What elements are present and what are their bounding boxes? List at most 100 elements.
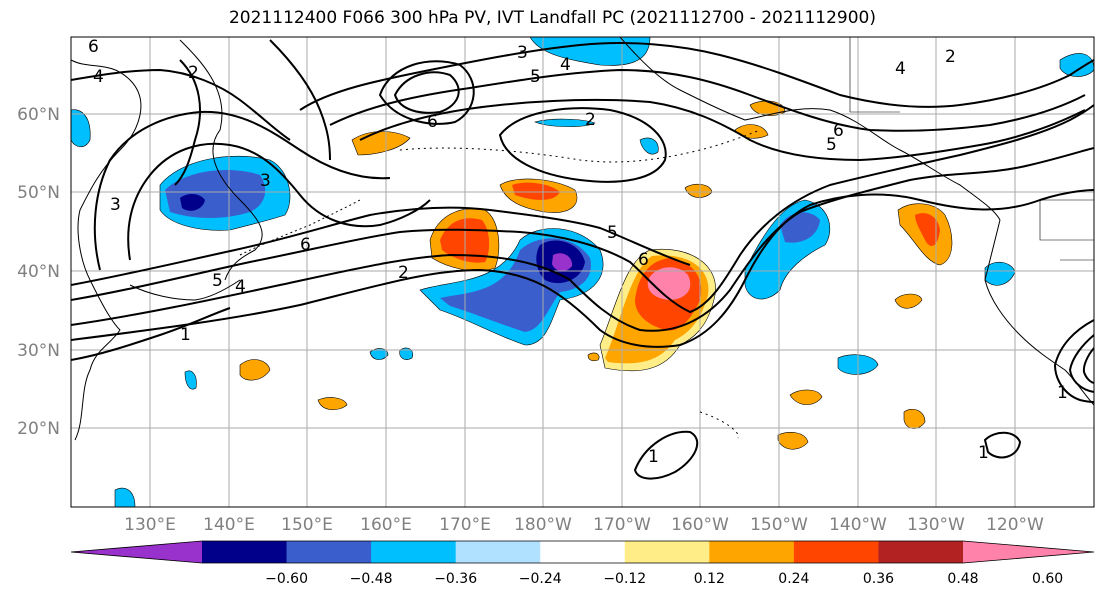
- negative-anomaly-small-4: [114, 487, 136, 507]
- contour-label: 6: [638, 250, 649, 270]
- longitude-labels: 130°E 140°E 150°E 160°E 170°E 180°W 170°…: [124, 515, 1044, 535]
- contour-label: 6: [88, 37, 99, 57]
- coastlines: [71, 37, 1094, 441]
- contour-label: 4: [235, 277, 246, 297]
- contour-label: 1: [1057, 383, 1068, 403]
- pv-contour-5-mid: [71, 104, 1094, 314]
- positive-anomaly-small-10: [894, 293, 923, 309]
- positive-anomaly-north-core: [512, 182, 560, 200]
- positive-anomaly-small-7: [789, 389, 823, 405]
- pv-contour-westside: [127, 142, 431, 261]
- colorbar-tick-label: 0.48: [947, 571, 978, 587]
- lon-label: 140°W: [829, 515, 887, 535]
- pv-contour-gyre-east: [498, 107, 667, 183]
- negative-anomaly-gulf-alaska: [534, 118, 596, 127]
- negative-anomaly-small-1: [369, 348, 389, 360]
- negative-anomaly-small-3: [184, 370, 197, 390]
- pv-contour-polar-2: [329, 68, 1086, 132]
- contour-label: 6: [833, 121, 844, 141]
- pv-contour-sw-coast-3: [1082, 347, 1094, 384]
- negative-anomaly-central-peak: [552, 253, 573, 272]
- pv-contour-nw-2: [174, 59, 201, 186]
- lon-label: 160°E: [360, 515, 412, 535]
- colorbar-tick-label: 0.60: [1032, 571, 1063, 587]
- negative-anomaly-far-ne: [1059, 53, 1094, 77]
- colorbar-tick-label: −0.24: [519, 571, 562, 587]
- lat-label: 20°N: [17, 419, 60, 439]
- contour-label: 2: [398, 263, 409, 283]
- colorbar-segment: [624, 541, 710, 563]
- negative-anomaly-small-2: [399, 347, 413, 360]
- colorbar-tick-label: 0.36: [863, 571, 894, 587]
- colorbar-outline: [70, 540, 1095, 564]
- colorbar-tick-label: −0.60: [265, 571, 308, 587]
- colorbar-segment: [371, 541, 457, 563]
- coastline-kamchatka: [179, 39, 263, 281]
- colorbar-tick-label: 0.24: [778, 571, 809, 587]
- positive-anomaly-west-coast-core: [915, 213, 940, 246]
- coastline-kuril: [239, 199, 361, 256]
- positive-anomaly-small-6: [317, 397, 348, 410]
- coastline-asia: [71, 59, 142, 441]
- lat-label: 40°N: [17, 262, 60, 282]
- pv-contour-1-ne: [983, 431, 1022, 459]
- negative-anomaly-west-edge: [71, 109, 91, 148]
- lat-label: 50°N: [17, 183, 60, 203]
- pv-contours: [71, 39, 1094, 480]
- contour-label: 6: [300, 235, 311, 255]
- border-canada-us: [1039, 199, 1094, 261]
- contour-label: 3: [517, 43, 528, 63]
- positive-anomaly-small-12: [587, 352, 600, 362]
- contour-label: 2: [945, 47, 956, 67]
- positive-anomaly-central-east-peak: [647, 267, 691, 300]
- map-frame: [70, 36, 1095, 508]
- colorbar-tick-label: 0.12: [694, 571, 725, 587]
- lon-label: 170°E: [439, 515, 491, 535]
- colorbar: −0.60 −0.48 −0.36 −0.24 −0.12 0.12 0.24 0.36 0.4…: [70, 540, 1095, 587]
- colorbar-segment: [286, 541, 372, 563]
- colorbar-tick-label: −0.12: [603, 571, 646, 587]
- contour-label: 6: [427, 112, 438, 132]
- contour-label: 1: [180, 325, 191, 345]
- contour-label: 1: [648, 447, 659, 467]
- coastline-alaska: [619, 37, 1001, 221]
- pv-contour-polar-1: [299, 42, 1094, 111]
- colorbar-segment: [540, 541, 626, 563]
- contour-label: 3: [260, 171, 271, 191]
- lat-label: 60°N: [17, 105, 60, 125]
- contour-label: 5: [212, 271, 223, 291]
- lon-label: 180°W: [514, 515, 572, 535]
- contour-label: 3: [110, 195, 121, 215]
- contour-label: 4: [93, 67, 104, 87]
- colorbar-segment: [202, 541, 288, 563]
- colorbar-segment: [709, 541, 795, 563]
- pv-contour-nw-3: [269, 39, 331, 161]
- lon-label: 140°E: [203, 515, 255, 535]
- lon-label: 160°W: [671, 515, 729, 535]
- colorbar-tick-label: −0.36: [434, 571, 477, 587]
- negative-anomaly-kamchatka-core: [180, 194, 205, 211]
- colorbar-segment: [793, 541, 879, 563]
- pv-contour-1-south: [71, 189, 1094, 348]
- colorbar-extend-low: [71, 541, 202, 563]
- contour-label: 2: [585, 110, 596, 130]
- lon-label: 130°W: [907, 515, 965, 535]
- coastline-hawaii: [699, 411, 739, 439]
- pv-contour-6-mid: [71, 206, 691, 286]
- negative-anomaly-bering: [639, 137, 659, 155]
- colorbar-extend-high: [963, 541, 1094, 563]
- contour-label: 4: [895, 59, 906, 79]
- pv-contour-polar-3: [359, 98, 1086, 162]
- lat-label: 30°N: [17, 341, 60, 361]
- contour-label: 5: [530, 67, 541, 87]
- positive-anomaly-small-9: [903, 409, 926, 429]
- pv-contour-low-center: [393, 71, 460, 114]
- contour-label: 5: [607, 223, 618, 243]
- lon-label: 120°W: [986, 515, 1044, 535]
- contour-label: 1: [978, 443, 989, 463]
- pv-contour-sw-coast-2: [1068, 334, 1094, 393]
- border-alaska-canada: [849, 37, 900, 113]
- lon-label: 130°E: [124, 515, 176, 535]
- lon-label: 150°W: [750, 515, 808, 535]
